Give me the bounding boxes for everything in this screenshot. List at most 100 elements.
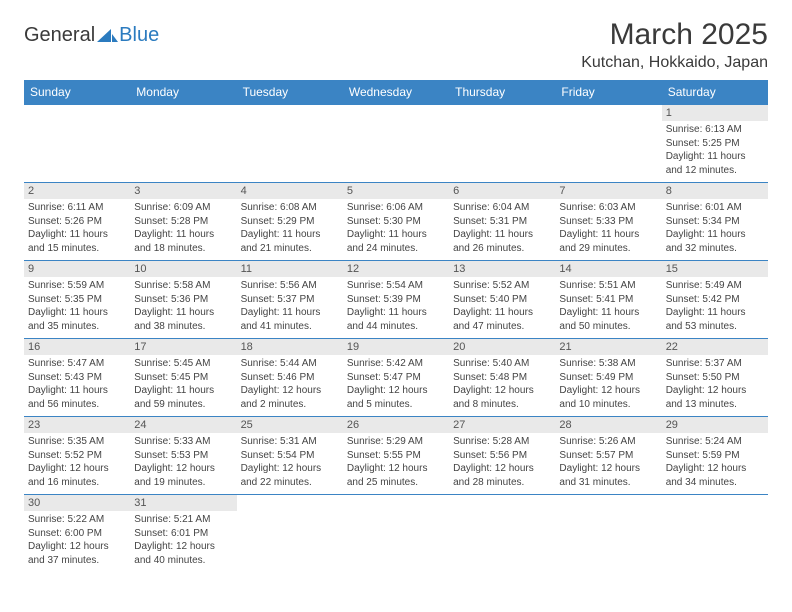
calendar-cell: 28Sunrise: 5:26 AMSunset: 5:57 PMDayligh… [555,417,661,495]
calendar-cell: 1Sunrise: 6:13 AMSunset: 5:25 PMDaylight… [662,105,768,183]
calendar-cell: 31Sunrise: 5:21 AMSunset: 6:01 PMDayligh… [130,495,236,573]
day-details: Sunrise: 5:40 AMSunset: 5:48 PMDaylight:… [449,355,555,415]
calendar-cell: 29Sunrise: 5:24 AMSunset: 5:59 PMDayligh… [662,417,768,495]
day-number: 19 [343,339,449,355]
day-details: Sunrise: 6:03 AMSunset: 5:33 PMDaylight:… [555,199,661,259]
day-number: 12 [343,261,449,277]
calendar-cell [343,105,449,183]
month-title: March 2025 [581,18,768,52]
calendar-cell: 21Sunrise: 5:38 AMSunset: 5:49 PMDayligh… [555,339,661,417]
day-number: 17 [130,339,236,355]
day-details: Sunrise: 5:44 AMSunset: 5:46 PMDaylight:… [237,355,343,415]
day-details: Sunrise: 5:35 AMSunset: 5:52 PMDaylight:… [24,433,130,493]
calendar-cell: 17Sunrise: 5:45 AMSunset: 5:45 PMDayligh… [130,339,236,417]
day-details: Sunrise: 5:21 AMSunset: 6:01 PMDaylight:… [130,511,236,571]
calendar-cell: 25Sunrise: 5:31 AMSunset: 5:54 PMDayligh… [237,417,343,495]
day-number: 27 [449,417,555,433]
day-number: 20 [449,339,555,355]
logo: General Blue [24,24,159,47]
calendar-cell: 26Sunrise: 5:29 AMSunset: 5:55 PMDayligh… [343,417,449,495]
day-details: Sunrise: 5:45 AMSunset: 5:45 PMDaylight:… [130,355,236,415]
day-number: 6 [449,183,555,199]
weekday-header: Tuesday [237,80,343,105]
calendar-cell [24,105,130,183]
calendar-cell [237,495,343,573]
day-details: Sunrise: 6:04 AMSunset: 5:31 PMDaylight:… [449,199,555,259]
day-details: Sunrise: 5:28 AMSunset: 5:56 PMDaylight:… [449,433,555,493]
day-details: Sunrise: 5:54 AMSunset: 5:39 PMDaylight:… [343,277,449,337]
calendar-cell: 13Sunrise: 5:52 AMSunset: 5:40 PMDayligh… [449,261,555,339]
day-details: Sunrise: 6:01 AMSunset: 5:34 PMDaylight:… [662,199,768,259]
day-details: Sunrise: 5:26 AMSunset: 5:57 PMDaylight:… [555,433,661,493]
weekday-header: Friday [555,80,661,105]
day-number: 24 [130,417,236,433]
day-number: 13 [449,261,555,277]
day-details: Sunrise: 5:59 AMSunset: 5:35 PMDaylight:… [24,277,130,337]
day-details: Sunrise: 5:49 AMSunset: 5:42 PMDaylight:… [662,277,768,337]
day-number: 29 [662,417,768,433]
day-number: 3 [130,183,236,199]
calendar-cell: 20Sunrise: 5:40 AMSunset: 5:48 PMDayligh… [449,339,555,417]
day-number: 22 [662,339,768,355]
day-number: 23 [24,417,130,433]
calendar-row: 23Sunrise: 5:35 AMSunset: 5:52 PMDayligh… [24,417,768,495]
calendar-cell: 23Sunrise: 5:35 AMSunset: 5:52 PMDayligh… [24,417,130,495]
weekday-header-row: Sunday Monday Tuesday Wednesday Thursday… [24,80,768,105]
day-number: 1 [662,105,768,121]
calendar-cell: 10Sunrise: 5:58 AMSunset: 5:36 PMDayligh… [130,261,236,339]
day-number: 10 [130,261,236,277]
day-details: Sunrise: 6:06 AMSunset: 5:30 PMDaylight:… [343,199,449,259]
day-number: 28 [555,417,661,433]
day-details: Sunrise: 6:08 AMSunset: 5:29 PMDaylight:… [237,199,343,259]
logo-sail-icon [97,27,119,43]
day-number: 7 [555,183,661,199]
day-number: 18 [237,339,343,355]
calendar-row: 16Sunrise: 5:47 AMSunset: 5:43 PMDayligh… [24,339,768,417]
calendar-row: 1Sunrise: 6:13 AMSunset: 5:25 PMDaylight… [24,105,768,183]
calendar-row: 9Sunrise: 5:59 AMSunset: 5:35 PMDaylight… [24,261,768,339]
logo-text-right: Blue [119,24,159,47]
calendar-cell: 18Sunrise: 5:44 AMSunset: 5:46 PMDayligh… [237,339,343,417]
calendar-cell [449,105,555,183]
calendar-cell [130,105,236,183]
calendar-cell: 7Sunrise: 6:03 AMSunset: 5:33 PMDaylight… [555,183,661,261]
day-details: Sunrise: 5:24 AMSunset: 5:59 PMDaylight:… [662,433,768,493]
day-number: 4 [237,183,343,199]
day-details: Sunrise: 5:47 AMSunset: 5:43 PMDaylight:… [24,355,130,415]
day-details: Sunrise: 5:58 AMSunset: 5:36 PMDaylight:… [130,277,236,337]
day-details: Sunrise: 6:11 AMSunset: 5:26 PMDaylight:… [24,199,130,259]
calendar-cell [555,495,661,573]
calendar-cell [555,105,661,183]
logo-text-left: General [24,24,95,47]
day-number: 15 [662,261,768,277]
weekday-header: Wednesday [343,80,449,105]
weekday-header: Sunday [24,80,130,105]
day-details: Sunrise: 5:52 AMSunset: 5:40 PMDaylight:… [449,277,555,337]
title-block: March 2025 Kutchan, Hokkaido, Japan [581,18,768,72]
day-number: 16 [24,339,130,355]
day-number: 11 [237,261,343,277]
day-number: 5 [343,183,449,199]
day-number: 25 [237,417,343,433]
calendar-cell: 24Sunrise: 5:33 AMSunset: 5:53 PMDayligh… [130,417,236,495]
calendar-cell: 22Sunrise: 5:37 AMSunset: 5:50 PMDayligh… [662,339,768,417]
day-details: Sunrise: 5:33 AMSunset: 5:53 PMDaylight:… [130,433,236,493]
day-details: Sunrise: 6:09 AMSunset: 5:28 PMDaylight:… [130,199,236,259]
day-details: Sunrise: 5:29 AMSunset: 5:55 PMDaylight:… [343,433,449,493]
calendar-cell: 14Sunrise: 5:51 AMSunset: 5:41 PMDayligh… [555,261,661,339]
day-details: Sunrise: 5:38 AMSunset: 5:49 PMDaylight:… [555,355,661,415]
day-details: Sunrise: 5:31 AMSunset: 5:54 PMDaylight:… [237,433,343,493]
day-number: 30 [24,495,130,511]
calendar-cell: 16Sunrise: 5:47 AMSunset: 5:43 PMDayligh… [24,339,130,417]
calendar-cell: 27Sunrise: 5:28 AMSunset: 5:56 PMDayligh… [449,417,555,495]
weekday-header: Thursday [449,80,555,105]
calendar-row: 2Sunrise: 6:11 AMSunset: 5:26 PMDaylight… [24,183,768,261]
day-details: Sunrise: 5:42 AMSunset: 5:47 PMDaylight:… [343,355,449,415]
day-number: 21 [555,339,661,355]
day-number: 9 [24,261,130,277]
calendar-row: 30Sunrise: 5:22 AMSunset: 6:00 PMDayligh… [24,495,768,573]
day-details: Sunrise: 5:56 AMSunset: 5:37 PMDaylight:… [237,277,343,337]
calendar-cell [449,495,555,573]
calendar-cell: 3Sunrise: 6:09 AMSunset: 5:28 PMDaylight… [130,183,236,261]
weekday-header: Monday [130,80,236,105]
